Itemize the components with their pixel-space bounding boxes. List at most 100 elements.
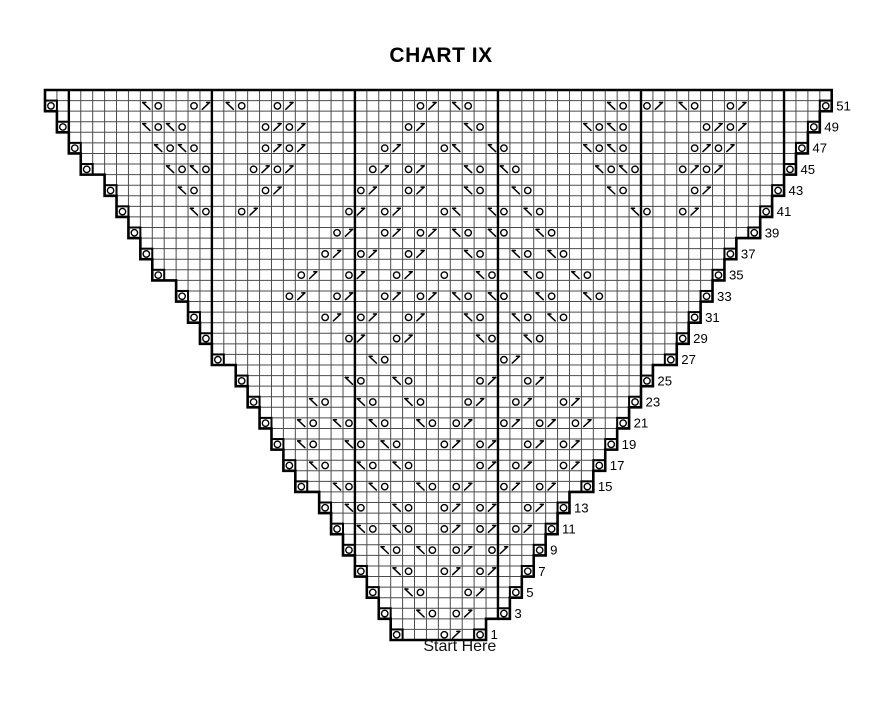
k2tog-symbol xyxy=(428,292,437,301)
ssk-symbol xyxy=(475,334,485,343)
yarn-over-symbol xyxy=(476,313,484,322)
k2tog-symbol xyxy=(571,397,580,407)
row-number: 9 xyxy=(550,543,557,558)
yarn-over-symbol xyxy=(404,186,413,195)
edge-stitch-box xyxy=(711,268,726,282)
ssk-symbol xyxy=(547,249,556,259)
yarn-over-symbol xyxy=(476,123,484,131)
ssk-symbol xyxy=(416,419,425,428)
k2tog-symbol xyxy=(273,186,282,195)
ssk-symbol xyxy=(511,186,521,195)
yarn-over-symbol xyxy=(726,101,735,110)
yarn-over-symbol xyxy=(404,123,413,131)
yarn-over-symbol xyxy=(428,546,437,554)
ssk-symbol xyxy=(344,503,354,512)
edge-stitch-box xyxy=(115,205,130,218)
yarn-over-symbol xyxy=(500,207,508,216)
row-number: 45 xyxy=(800,162,815,177)
yarn-over-symbol xyxy=(380,228,389,237)
yarn-over-symbol xyxy=(500,355,508,364)
yarn-over-symbol xyxy=(476,630,484,639)
k2tog-symbol xyxy=(511,482,521,491)
k2tog-symbol xyxy=(726,144,735,153)
k2tog-symbol xyxy=(571,461,580,470)
yarn-over-symbol xyxy=(380,482,389,491)
yarn-over-symbol xyxy=(261,144,270,153)
k2tog-symbol xyxy=(392,207,401,216)
yarn-over-symbol xyxy=(571,419,580,428)
yarn-over-symbol xyxy=(261,186,270,195)
row-number: 51 xyxy=(836,98,851,113)
k2tog-symbol xyxy=(261,165,270,174)
ssk-symbol xyxy=(225,101,235,111)
ssk-symbol xyxy=(475,270,485,280)
edge-stitch-box xyxy=(783,163,797,176)
yarn-over-symbol xyxy=(237,207,246,216)
yarn-over-symbol xyxy=(452,609,461,618)
ssk-symbol xyxy=(308,461,318,470)
ssk-symbol xyxy=(165,165,175,174)
edge-stitch-box xyxy=(270,438,285,451)
yarn-over-symbol xyxy=(476,250,484,258)
yarn-over-symbol xyxy=(464,101,473,110)
ssk-symbol xyxy=(451,228,461,237)
k2tog-symbol xyxy=(547,419,556,428)
yarn-over-symbol xyxy=(488,334,496,343)
ssk-symbol xyxy=(416,545,425,555)
yarn-over-symbol xyxy=(440,525,449,533)
yarn-over-symbol xyxy=(428,419,437,428)
yarn-over-symbol xyxy=(368,398,377,406)
yarn-over-symbol xyxy=(440,567,449,576)
yarn-over-symbol xyxy=(285,123,294,131)
yarn-over-symbol xyxy=(690,186,699,195)
k2tog-symbol xyxy=(416,122,425,132)
yarn-over-symbol xyxy=(619,419,628,428)
yarn-over-symbol xyxy=(356,250,365,258)
ssk-symbol xyxy=(606,186,616,195)
ssk-symbol xyxy=(392,524,401,534)
yarn-over-symbol xyxy=(786,165,794,174)
k2tog-symbol xyxy=(702,144,711,153)
edge-stitch-box xyxy=(342,543,356,557)
edge-stitch-box xyxy=(532,543,547,557)
edge-stitch-box xyxy=(377,607,392,620)
ssk-symbol xyxy=(499,165,509,174)
yarn-over-symbol xyxy=(380,144,389,153)
yarn-over-symbol xyxy=(702,165,711,174)
yarn-over-symbol xyxy=(631,398,639,406)
edge-stitch-box xyxy=(628,395,643,409)
k2tog-symbol xyxy=(535,503,545,512)
ssk-symbol xyxy=(332,419,342,428)
yarn-over-symbol xyxy=(392,546,401,554)
yarn-over-symbol xyxy=(464,588,473,597)
k2tog-symbol xyxy=(463,419,473,428)
yarn-over-symbol xyxy=(702,123,711,131)
ssk-symbol xyxy=(511,249,521,259)
yarn-over-symbol xyxy=(523,503,532,512)
yarn-over-symbol xyxy=(500,144,508,153)
edge-stitch-box xyxy=(330,522,344,536)
edge-stitch-box xyxy=(556,501,571,515)
yarn-over-symbol xyxy=(535,419,544,428)
row-number: 31 xyxy=(705,310,720,325)
yarn-over-symbol xyxy=(356,440,365,449)
edge-stitch-box xyxy=(294,480,309,493)
edge-stitch-box xyxy=(508,586,523,599)
ssk-symbol xyxy=(606,101,616,111)
ssk-symbol xyxy=(523,270,533,280)
yarn-over-symbol xyxy=(559,398,568,406)
ssk-symbol xyxy=(678,101,688,111)
ssk-symbol xyxy=(594,165,604,174)
yarn-over-symbol xyxy=(345,419,353,428)
row-number: 17 xyxy=(610,458,625,473)
yarn-over-symbol xyxy=(595,292,604,301)
edge-stitch-box xyxy=(592,459,607,472)
ssk-symbol xyxy=(523,334,533,343)
yarn-over-symbol xyxy=(523,186,532,195)
ssk-symbol xyxy=(547,313,556,322)
chart-title: CHART IX xyxy=(389,44,493,67)
yarn-over-symbol xyxy=(392,440,401,449)
edge-stitch-box xyxy=(246,395,261,409)
yarn-over-symbol xyxy=(464,398,473,406)
yarn-over-symbol xyxy=(476,503,484,512)
